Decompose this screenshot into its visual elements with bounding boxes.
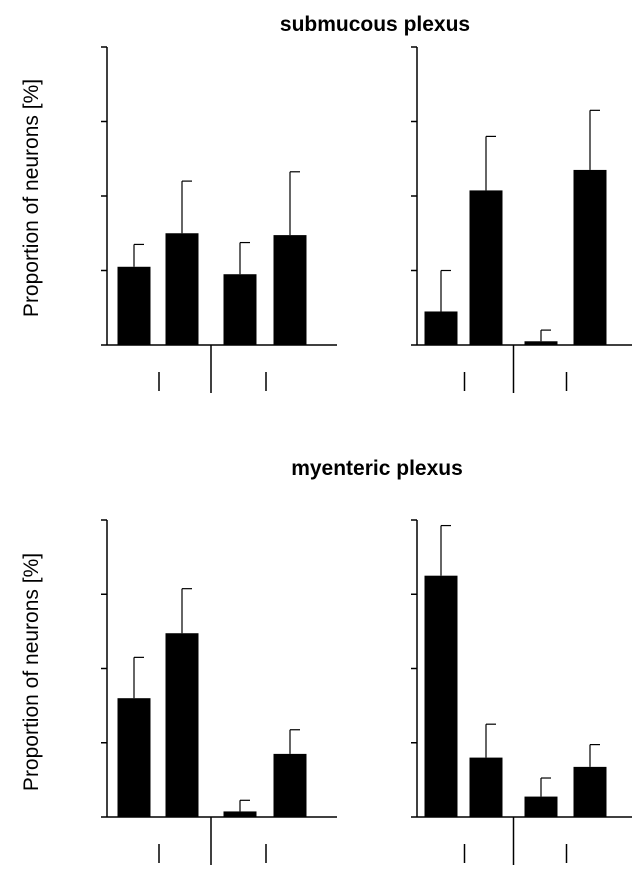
bar: [273, 753, 307, 817]
bar: [573, 766, 607, 817]
bottom-section-title: myenteric plexus: [291, 457, 463, 480]
bar: [165, 633, 199, 817]
bar: [469, 190, 503, 345]
bar: [524, 796, 558, 817]
chart-panel: [101, 519, 337, 865]
bar: [573, 169, 607, 345]
bar: [117, 266, 151, 345]
chart-panel: [101, 46, 337, 393]
bar: [223, 274, 257, 345]
bar: [223, 811, 257, 817]
bar: [165, 233, 199, 345]
top-section-title: submucous plexus: [280, 13, 470, 36]
bar: [424, 311, 458, 345]
bottom-y-axis-title: Proportion of neurons [%]: [20, 553, 43, 791]
bar: [424, 575, 458, 817]
chart-panel: [411, 46, 632, 393]
bar: [524, 341, 558, 345]
bar: [273, 235, 307, 345]
chart-panel: [411, 519, 632, 865]
top-y-axis-title: Proportion of neurons [%]: [20, 79, 43, 317]
panels: [101, 46, 632, 865]
bar: [117, 698, 151, 817]
bar: [469, 757, 503, 817]
